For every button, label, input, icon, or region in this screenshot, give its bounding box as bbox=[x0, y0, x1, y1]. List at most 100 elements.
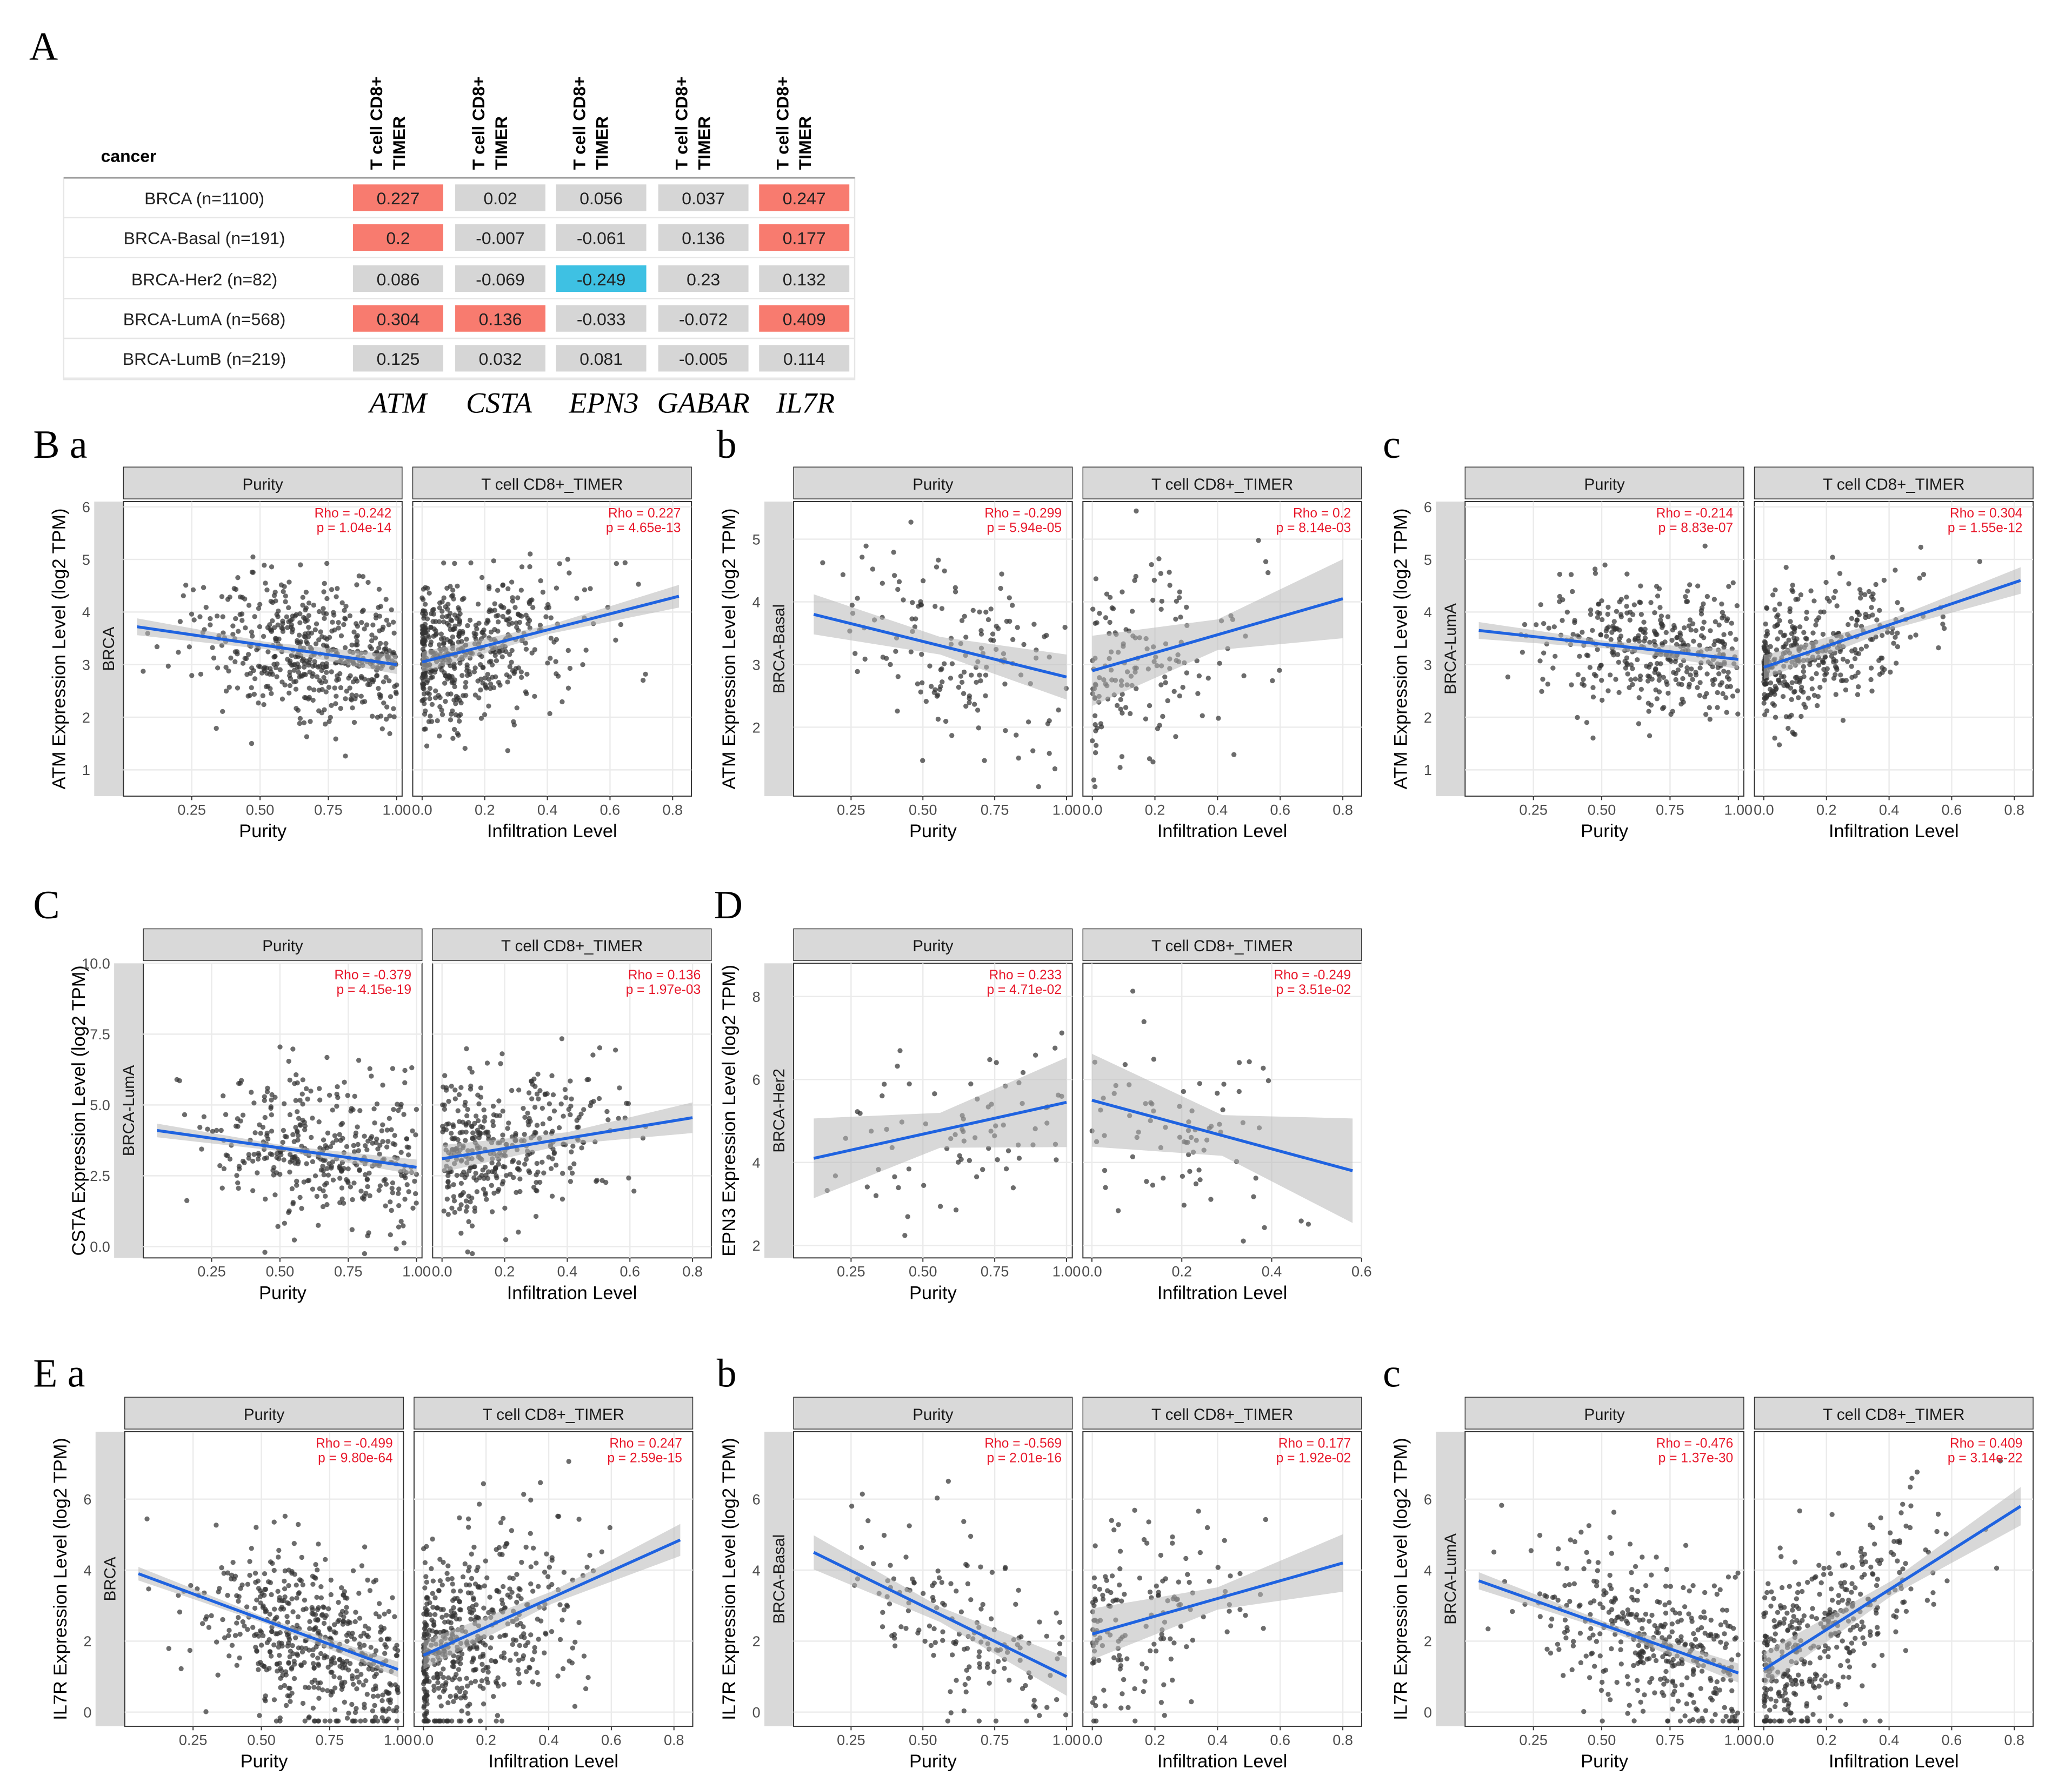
data-point bbox=[479, 575, 485, 580]
data-point bbox=[1111, 1655, 1117, 1660]
data-point bbox=[1695, 583, 1701, 589]
data-point bbox=[1660, 623, 1665, 629]
data-point bbox=[934, 564, 940, 570]
data-point bbox=[965, 1581, 971, 1586]
data-point bbox=[911, 1580, 917, 1586]
data-point bbox=[977, 1661, 982, 1666]
data-point bbox=[1158, 571, 1164, 576]
data-point bbox=[1170, 1540, 1175, 1546]
row-label: BRCA-Basal (n=191) bbox=[124, 229, 285, 248]
data-point bbox=[376, 586, 382, 592]
data-point bbox=[618, 622, 624, 628]
data-point bbox=[1103, 615, 1109, 620]
data-point bbox=[484, 685, 489, 691]
data-point bbox=[325, 1606, 331, 1612]
data-point bbox=[491, 685, 497, 691]
data-point bbox=[199, 1621, 205, 1626]
data-point bbox=[1788, 643, 1794, 649]
data-point bbox=[459, 1685, 465, 1691]
data-point bbox=[379, 1128, 384, 1133]
cancer-strip-label: BRCA-Basal bbox=[770, 604, 788, 693]
data-point bbox=[557, 1637, 563, 1643]
data-point bbox=[392, 1614, 397, 1619]
heatmap-cell bbox=[658, 305, 749, 332]
data-point bbox=[310, 697, 316, 703]
data-point bbox=[277, 1044, 283, 1050]
data-point bbox=[976, 1654, 982, 1659]
data-point bbox=[1090, 1660, 1096, 1666]
data-point bbox=[206, 1625, 212, 1630]
data-point bbox=[362, 1172, 368, 1178]
data-point bbox=[538, 578, 543, 584]
data-point bbox=[1792, 626, 1797, 632]
data-point bbox=[211, 655, 217, 661]
data-point bbox=[349, 1634, 354, 1639]
cancer-strip bbox=[95, 1431, 125, 1726]
data-point bbox=[1687, 617, 1693, 623]
x-tick-label: 0.0 bbox=[1082, 1264, 1102, 1280]
data-point bbox=[259, 1663, 265, 1668]
y-tick-label: 4 bbox=[752, 1563, 761, 1579]
p-value-label: p = 1.92e-02 bbox=[1276, 1451, 1351, 1465]
data-point bbox=[893, 649, 898, 654]
heatmap-cell bbox=[759, 305, 850, 332]
data-point bbox=[317, 1097, 323, 1103]
data-point bbox=[287, 1208, 292, 1214]
y-tick-label: 2 bbox=[752, 1238, 761, 1254]
data-point bbox=[398, 1219, 404, 1224]
data-point bbox=[550, 1092, 556, 1098]
data-point bbox=[491, 1112, 497, 1118]
data-point bbox=[500, 1132, 505, 1138]
data-point bbox=[368, 1645, 374, 1650]
data-point bbox=[935, 692, 941, 698]
data-point bbox=[450, 1581, 455, 1587]
data-point bbox=[908, 649, 914, 655]
data-point bbox=[307, 685, 312, 691]
data-point bbox=[363, 1191, 369, 1196]
data-point bbox=[527, 564, 532, 570]
data-point bbox=[372, 1120, 377, 1126]
data-point bbox=[367, 1066, 372, 1071]
data-point bbox=[513, 1131, 518, 1136]
data-point bbox=[1110, 1598, 1116, 1604]
data-point bbox=[507, 652, 512, 657]
data-point bbox=[267, 1611, 272, 1617]
data-point bbox=[350, 1568, 356, 1573]
data-point bbox=[394, 1718, 399, 1724]
x-tick-label: 0.8 bbox=[664, 1732, 684, 1748]
data-point bbox=[365, 1138, 371, 1144]
data-point bbox=[462, 745, 468, 751]
data-point bbox=[950, 1652, 955, 1658]
data-point bbox=[270, 599, 276, 605]
data-point bbox=[516, 612, 521, 617]
data-point bbox=[364, 622, 370, 628]
data-point bbox=[1645, 678, 1651, 684]
data-point bbox=[401, 1112, 407, 1117]
data-point bbox=[521, 1631, 527, 1637]
data-point bbox=[534, 1091, 540, 1097]
data-point bbox=[277, 1630, 283, 1636]
data-point bbox=[299, 1649, 305, 1655]
data-point bbox=[1115, 1597, 1120, 1603]
data-point bbox=[1150, 597, 1156, 603]
data-point bbox=[1808, 588, 1814, 593]
data-point bbox=[339, 1168, 344, 1174]
column-header-line2: TIMER bbox=[389, 116, 409, 170]
data-point bbox=[898, 1624, 904, 1630]
y-axis-title-wrap: ATM Expression Level (log2 TPM) bbox=[1390, 508, 1411, 789]
heatmap-cell bbox=[353, 345, 443, 372]
data-point bbox=[424, 1579, 429, 1585]
data-point bbox=[1120, 710, 1125, 716]
data-point bbox=[441, 1607, 446, 1612]
data-point bbox=[363, 1678, 369, 1684]
data-point bbox=[1656, 677, 1662, 683]
data-point bbox=[414, 1106, 419, 1112]
data-point bbox=[284, 614, 289, 619]
data-point bbox=[949, 661, 955, 666]
data-point bbox=[349, 692, 355, 698]
data-point bbox=[316, 637, 322, 643]
column-header-line2: TIMER bbox=[491, 116, 511, 170]
data-point bbox=[1170, 1677, 1175, 1683]
data-point bbox=[942, 568, 947, 574]
data-point bbox=[614, 560, 619, 566]
